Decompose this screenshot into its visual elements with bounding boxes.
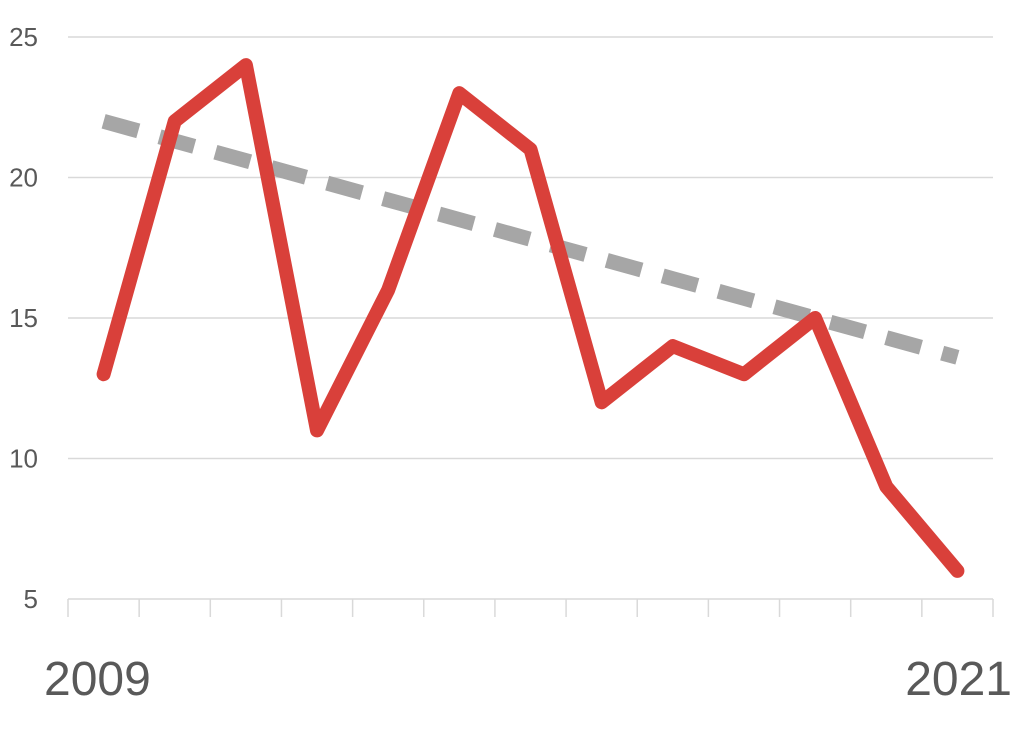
x-tick-label-first: 2009 [44,653,151,706]
data-line [96,58,965,578]
series-lines [96,58,965,578]
y-tick-label-15: 15 [9,303,38,333]
y-tick-label-5: 5 [24,584,38,614]
y-tick-labels: 5 10 15 20 25 [9,22,38,614]
y-tick-label-20: 20 [9,163,38,193]
trend-line [101,114,960,365]
x-tick-labels: 2009 2021 [44,653,1012,706]
x-tick-label-last: 2021 [905,653,1012,706]
y-tick-label-25: 25 [9,22,38,52]
y-tick-label-10: 10 [9,444,38,474]
x-axis [67,598,994,617]
